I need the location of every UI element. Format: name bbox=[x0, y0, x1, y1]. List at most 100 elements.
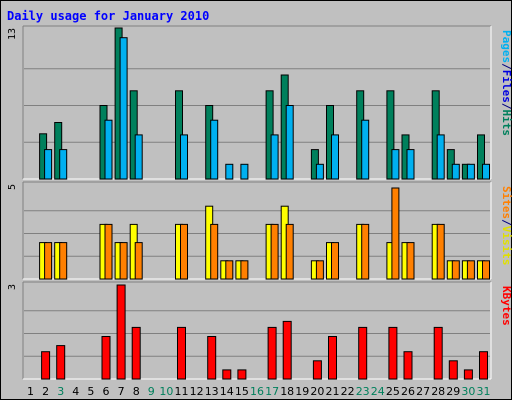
x-tick-label-30: 30 bbox=[461, 385, 475, 398]
x-tick-label-22: 22 bbox=[341, 385, 355, 398]
mid-bar-sites-18 bbox=[285, 223, 294, 280]
bot-bar-kbytes-26 bbox=[403, 351, 413, 380]
bot-bar-kbytes-18 bbox=[282, 320, 292, 380]
bot-bar-kbytes-31 bbox=[479, 351, 488, 380]
x-tick-label-19: 19 bbox=[295, 385, 309, 398]
top-bar-files-6 bbox=[104, 119, 113, 180]
mid-bar-sites-7 bbox=[119, 242, 128, 280]
x-tick-label-31: 31 bbox=[477, 385, 491, 398]
bot-bar-kbytes-25 bbox=[388, 326, 398, 380]
mid-bar-sites-14 bbox=[225, 260, 234, 280]
top-bar-files-2 bbox=[44, 149, 53, 180]
mid-bar-sites-20 bbox=[315, 260, 324, 280]
top-bar-pages-25 bbox=[386, 90, 395, 180]
x-tick-label-15: 15 bbox=[235, 385, 249, 398]
x-tick-label-17: 17 bbox=[265, 385, 279, 398]
x-tick-label-4: 4 bbox=[72, 385, 79, 398]
top-bar-files-8 bbox=[134, 134, 143, 180]
bot-bar-kbytes-28 bbox=[433, 326, 443, 380]
x-tick-label-1: 1 bbox=[27, 385, 34, 398]
top-bar-files-15 bbox=[240, 163, 249, 180]
bot-bar-kbytes-23 bbox=[358, 326, 368, 380]
bot-bar-kbytes-30 bbox=[463, 369, 473, 380]
top-bar-files-29 bbox=[451, 163, 460, 180]
mid-bar-sites-6 bbox=[104, 223, 113, 280]
x-tick-label-10: 10 bbox=[159, 385, 173, 398]
bot-panel: 3 KBytes bbox=[7, 281, 512, 380]
x-tick-label-8: 8 bbox=[133, 385, 140, 398]
bot-bar-kbytes-20 bbox=[312, 360, 322, 380]
x-tick-label-3: 3 bbox=[57, 385, 64, 398]
top-legend-part: / bbox=[500, 103, 512, 110]
mid-bar-sites-17 bbox=[270, 223, 279, 280]
bot-bar-kbytes-14 bbox=[222, 369, 232, 380]
mid-bar-sites-30 bbox=[466, 260, 475, 280]
top-series-legend: Pages/Files/Hits bbox=[500, 30, 512, 136]
mid-ymax-label: 5 bbox=[7, 184, 18, 190]
x-tick-label-24: 24 bbox=[371, 385, 385, 398]
top-bar-files-30 bbox=[466, 163, 475, 180]
bot-bar-kbytes-8 bbox=[131, 326, 141, 380]
bot-bar-kbytes-15 bbox=[237, 369, 247, 380]
mid-series-legend: Sites/Visits bbox=[500, 186, 512, 266]
x-tick-label-7: 7 bbox=[118, 385, 125, 398]
mid-bar-sites-31 bbox=[482, 260, 490, 280]
x-tick-label-11: 11 bbox=[175, 385, 189, 398]
mid-bar-sites-28 bbox=[436, 223, 445, 280]
top-bar-files-17 bbox=[270, 134, 279, 180]
mid-bar-sites-13 bbox=[210, 223, 219, 280]
x-tick-label-12: 12 bbox=[190, 385, 204, 398]
top-bar-files-28 bbox=[436, 134, 445, 180]
top-bar-files-20 bbox=[315, 163, 324, 180]
bot-ymax-label: 3 bbox=[7, 284, 18, 290]
x-tick-label-9: 9 bbox=[148, 385, 155, 398]
x-tick-label-21: 21 bbox=[326, 385, 340, 398]
x-tick-label-18: 18 bbox=[280, 385, 294, 398]
x-tick-label-23: 23 bbox=[356, 385, 370, 398]
top-bar-files-13 bbox=[210, 119, 219, 180]
mid-bar-sites-21 bbox=[331, 242, 339, 280]
bot-bar-kbytes-2 bbox=[41, 351, 51, 380]
x-tick-label-25: 25 bbox=[386, 385, 400, 398]
x-tick-label-20: 20 bbox=[310, 385, 324, 398]
mid-bar-sites-11 bbox=[180, 223, 188, 280]
top-legend-part: Pages bbox=[500, 30, 512, 63]
mid-bar-sites-23 bbox=[361, 223, 370, 280]
bot-bar-kbytes-3 bbox=[56, 345, 66, 380]
x-tick-label-5: 5 bbox=[87, 385, 94, 398]
bot-bar-kbytes-29 bbox=[448, 360, 458, 380]
mid-bar-sites-15 bbox=[240, 260, 249, 280]
x-tick-label-26: 26 bbox=[401, 385, 415, 398]
x-tick-label-6: 6 bbox=[103, 385, 110, 398]
top-bar-files-14 bbox=[225, 163, 234, 180]
bot-bar-kbytes-17 bbox=[267, 326, 277, 380]
mid-legend-part: Visits bbox=[500, 226, 512, 266]
top-legend-part: / bbox=[500, 63, 512, 70]
bot-bar-kbytes-6 bbox=[101, 336, 111, 380]
top-bar-files-25 bbox=[391, 149, 400, 180]
bot-bar-kbytes-7 bbox=[116, 284, 126, 380]
x-tick-label-16: 16 bbox=[250, 385, 264, 398]
top-panel: 13 Pages/Files/Hits bbox=[7, 25, 512, 180]
top-bar-files-7 bbox=[119, 37, 128, 180]
top-legend-part: Files bbox=[500, 70, 512, 103]
x-tick-label-27: 27 bbox=[416, 385, 430, 398]
bot-panel-bg bbox=[23, 282, 491, 379]
mid-bar-sites-26 bbox=[406, 242, 415, 280]
top-bar-files-18 bbox=[285, 105, 294, 180]
mid-panel: 5 Sites/Visits bbox=[7, 181, 512, 280]
mid-bar-sites-8 bbox=[134, 242, 143, 280]
top-bar-files-26 bbox=[406, 149, 415, 180]
top-bar-files-21 bbox=[331, 134, 339, 180]
mid-bar-sites-29 bbox=[451, 260, 460, 280]
mid-bar-sites-25 bbox=[391, 187, 400, 280]
x-tick-label-13: 13 bbox=[205, 385, 219, 398]
mid-legend-part: Sites bbox=[500, 186, 512, 219]
x-tick-label-14: 14 bbox=[220, 385, 234, 398]
x-tick-label-28: 28 bbox=[431, 385, 445, 398]
mid-panel-bg bbox=[23, 182, 491, 279]
top-bar-pages-31 bbox=[477, 134, 485, 180]
bot-bar-kbytes-11 bbox=[177, 326, 186, 380]
